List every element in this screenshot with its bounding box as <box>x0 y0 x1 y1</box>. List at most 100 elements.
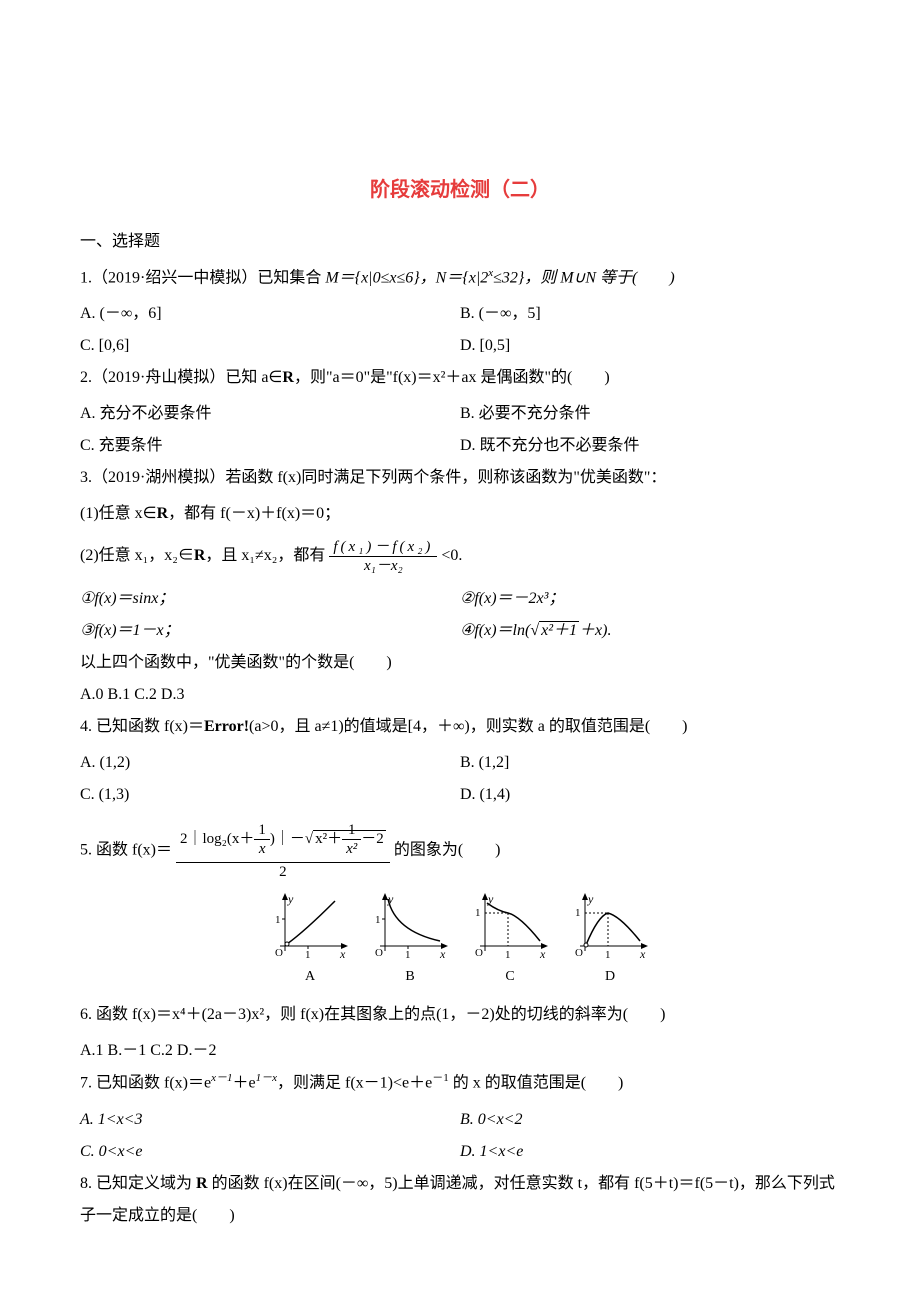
q3-items-row1: ①f(x)＝sinx； ②f(x)＝－2x³； <box>80 583 840 615</box>
q1-optB: B. (－∞，5] <box>460 298 840 330</box>
q2-text: 2.（2019·舟山模拟）已知 a∈ <box>80 369 282 386</box>
q5-sqrt-post: －2 <box>361 831 384 847</box>
svg-text:y: y <box>587 892 594 906</box>
question-1: 1.（2019·绍兴一中模拟）已知集合 M＝{x|0≤x≤6}，N＝{x|2x≤… <box>80 262 840 294</box>
q3-cond2-num: f(x₁)－f(x₂) <box>329 538 437 557</box>
q5-inner-num2: 1 <box>342 821 361 840</box>
q4-optD: D. (1,4) <box>460 779 840 811</box>
q5-num-pre: 2｜log₂(x＋ <box>180 831 254 847</box>
q5-inner-den1: x <box>254 840 270 858</box>
page-title: 阶段滚动检测（二） <box>80 170 840 210</box>
q4-pre: 4. 已知函数 f(x)＝ <box>80 718 204 735</box>
graph-B-label: B <box>370 963 450 991</box>
q3-cond2: (2)任意 x₁，x₂∈R，且 x₁≠x₂，都有 f(x₁)－f(x₂) x₁－… <box>80 538 840 575</box>
question-2: 2.（2019·舟山模拟）已知 a∈R，则"a＝0"是"f(x)＝x²＋ax 是… <box>80 362 840 394</box>
svg-text:1: 1 <box>575 907 581 919</box>
q2-options-row2: C. 充要条件 D. 既不充分也不必要条件 <box>80 430 840 462</box>
q1-optC: C. [0,6] <box>80 330 460 362</box>
q5-graphs-row: y x O 1 1 A y x O 1 1 B <box>80 891 840 991</box>
q7-options-row2: C. 0<x<e D. 1<x<e <box>80 1136 840 1168</box>
q4-error: Error! <box>204 718 249 735</box>
question-4: 4. 已知函数 f(x)＝Error!(a>0，且 a≠1)的值域是[4，＋∞)… <box>80 711 840 743</box>
q7-post: 的 x 的取值范围是( ) <box>449 1075 624 1092</box>
q2-optD: D. 既不充分也不必要条件 <box>460 430 840 462</box>
q3-cond1-r: R <box>157 505 169 522</box>
q3-item1: ①f(x)＝sinx； <box>80 583 460 615</box>
q3-item4-post: ＋x). <box>579 622 611 639</box>
q2-optA: A. 充分不必要条件 <box>80 398 460 430</box>
q1-options-row2: C. [0,6] D. [0,5] <box>80 330 840 362</box>
q3-cond1-post: ，都有 f(－x)＋f(x)＝0； <box>168 505 340 522</box>
svg-text:1: 1 <box>375 914 381 926</box>
q3-opts: A.0 B.1 C.2 D.3 <box>80 679 840 711</box>
graph-C-svg: y x O 1 1 <box>470 891 550 961</box>
q4-optC: C. (1,3) <box>80 779 460 811</box>
q7-optB: B. 0<x<2 <box>460 1104 840 1136</box>
graph-A-svg: y x O 1 1 <box>270 891 350 961</box>
svg-text:x: x <box>539 947 546 961</box>
q2-optC: C. 充要条件 <box>80 430 460 462</box>
svg-text:x: x <box>439 947 446 961</box>
q3-cond2-mid: ，且 x₁≠x₂，都有 <box>205 548 325 565</box>
q7-mid2: ，则满足 f(x－1)<e＋e <box>277 1075 432 1092</box>
q4-optA: A. (1,2) <box>80 747 460 779</box>
q5-inner-den2: x² <box>342 840 361 858</box>
svg-text:y: y <box>287 892 294 906</box>
graph-D-label: D <box>570 963 650 991</box>
q5-den: 2 <box>176 863 390 881</box>
svg-text:O: O <box>475 947 483 959</box>
q3-tail: 以上四个函数中，"优美函数"的个数是( ) <box>80 647 840 679</box>
q3-cond1: (1)任意 x∈R，都有 f(－x)＋f(x)＝0； <box>80 498 840 530</box>
q3-item4-sqrt: x²＋1 <box>539 621 579 639</box>
q3-items-row2: ③f(x)＝1－x； ④f(x)＝ln(√x²＋1＋x). <box>80 615 840 647</box>
q1-text-pre: 1.（2019·绍兴一中模拟）已知集合 <box>80 269 325 286</box>
graph-B-svg: y x O 1 1 <box>370 891 450 961</box>
question-5: 5. 函数 f(x)＝ 2｜log₂(x＋1x)｜－√x²＋1x²－2 2 的图… <box>80 821 840 881</box>
q5-inner-num1: 1 <box>254 821 270 840</box>
question-7: 7. 已知函数 f(x)＝ex－1＋e1－x，则满足 f(x－1)<e＋e－1 … <box>80 1067 840 1099</box>
svg-text:1: 1 <box>475 907 481 919</box>
q3-item2: ②f(x)＝－2x³； <box>460 583 840 615</box>
q7-options-row1: A. 1<x<3 B. 0<x<2 <box>80 1104 840 1136</box>
q1-n: N＝{x|2 <box>436 269 489 286</box>
q5-graph-C: y x O 1 1 C <box>470 891 550 991</box>
q1-m: M＝{x|0≤x≤6}， <box>325 269 435 286</box>
svg-text:1: 1 <box>275 914 281 926</box>
svg-text:x: x <box>639 947 646 961</box>
q2-options-row1: A. 充分不必要条件 B. 必要不充分条件 <box>80 398 840 430</box>
q3-item4: ④f(x)＝ln(√x²＋1＋x). <box>460 615 840 647</box>
q3-item4-pre: ④f(x)＝ln( <box>460 622 530 639</box>
q3-cond2-frac: f(x₁)－f(x₂) x₁－x₂ <box>329 538 437 575</box>
q8-r: R <box>196 1175 208 1192</box>
q3-cond2-r: R <box>194 548 206 565</box>
graph-D-svg: y x O 1 1 <box>570 891 650 961</box>
q7-exp1: x－1 <box>211 1072 232 1084</box>
q1-optA: A. (－∞，6] <box>80 298 460 330</box>
q5-sqrt-body: x²＋1x²－2 <box>313 830 386 847</box>
q1-optD: D. [0,5] <box>460 330 840 362</box>
q7-optA: A. 1<x<3 <box>80 1104 460 1136</box>
svg-text:O: O <box>375 947 383 959</box>
q5-graph-B: y x O 1 1 B <box>370 891 450 991</box>
svg-text:1: 1 <box>305 949 311 961</box>
q5-post: 的图象为( ) <box>394 842 501 859</box>
svg-text:O: O <box>575 947 583 959</box>
q3-cond2-post: <0. <box>441 548 462 565</box>
q5-sqrt-pre: x²＋ <box>315 831 342 847</box>
svg-text:1: 1 <box>605 949 611 961</box>
q2-rest: ，则"a＝0"是"f(x)＝x²＋ax 是偶函数"的( ) <box>294 369 610 386</box>
q5-main-frac: 2｜log₂(x＋1x)｜－√x²＋1x²－2 2 <box>176 821 390 881</box>
q3-cond2-den: x₁－x₂ <box>329 557 437 575</box>
svg-text:x: x <box>339 947 346 961</box>
question-8: 8. 已知定义域为 R 的函数 f(x)在区间(－∞，5)上单调递减，对任意实数… <box>80 1168 840 1232</box>
q7-exp3: －1 <box>432 1072 449 1084</box>
svg-text:1: 1 <box>405 949 411 961</box>
q2-r: R <box>282 369 294 386</box>
q5-inner-frac1: 1x <box>254 821 270 858</box>
q7-optC: C. 0<x<e <box>80 1136 460 1168</box>
q4-mid: (a>0，且 a≠1)的值域是[4，＋∞)，则实数 a 的取值范围是( ) <box>249 718 688 735</box>
svg-text:O: O <box>275 947 283 959</box>
q4-options-row2: C. (1,3) D. (1,4) <box>80 779 840 811</box>
q5-graph-A: y x O 1 1 A <box>270 891 350 991</box>
q5-graph-D: y x O 1 1 D <box>570 891 650 991</box>
